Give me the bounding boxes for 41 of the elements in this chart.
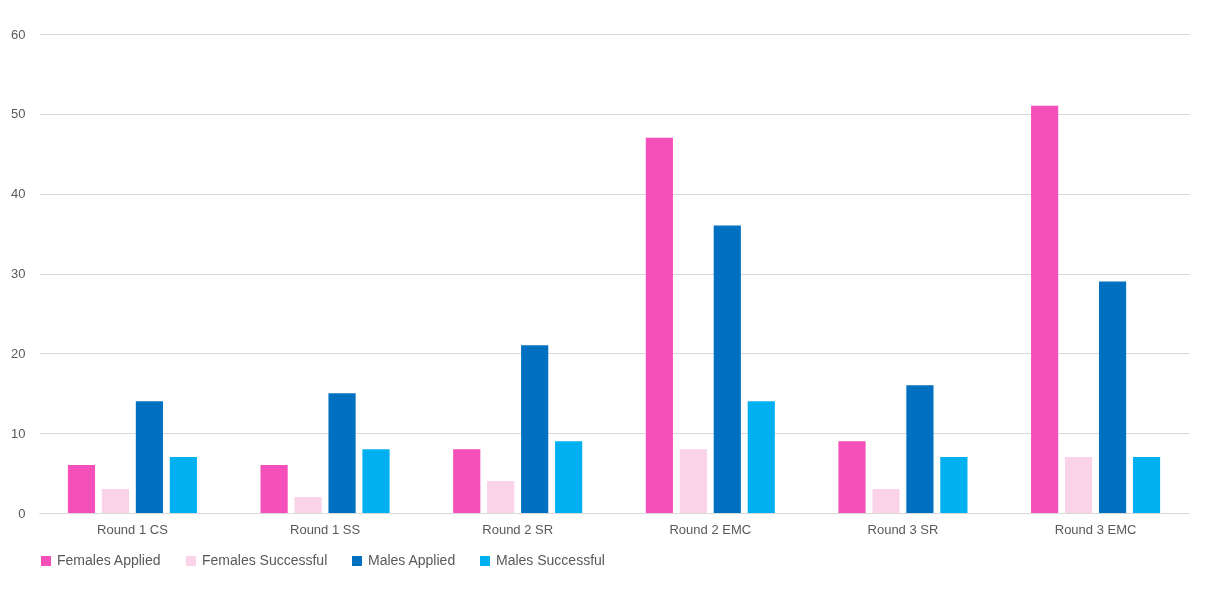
x-tick-label: Round 2 EMC [669,521,752,537]
y-tick-label: 0 [18,505,26,521]
x-tick-label: Round 3 EMC [1054,521,1137,537]
bar [362,449,390,513]
y-tick-label: 30 [11,266,26,281]
x-tick-label: Round 1 SS [290,521,361,537]
legend-label: Females Successful [202,552,328,568]
x-tick-label: Round 1 CS [97,521,169,537]
y-tick-label: 20 [11,345,26,361]
bar [1065,457,1093,513]
x-tick-label: Round 2 SR [482,521,554,537]
y-tick-label: 10 [11,425,26,441]
bar [1031,105,1059,513]
bar [101,489,130,513]
legend-label: Males Successful [496,552,605,568]
bar [453,449,481,513]
bar [679,449,707,513]
bar [1098,281,1127,513]
bar [555,441,583,513]
x-tick-label: Round 3 SR [867,521,939,537]
bar [713,225,741,513]
legend-label: Females Applied [57,552,161,568]
legend-label: Males Applied [368,552,456,568]
bar [838,441,866,513]
bar [747,401,775,513]
bar [521,345,549,513]
y-tick-label: 60 [11,26,26,42]
bar [169,457,197,513]
y-tick-label: 50 [11,106,26,122]
bar [294,497,322,513]
bar [645,137,673,513]
y-tick-label: 40 [11,186,26,202]
bar [260,465,288,513]
bar [328,393,356,513]
bar [940,457,968,513]
bar [487,481,515,513]
bar [67,465,96,513]
bar [872,489,900,513]
bar [135,401,163,513]
bar [906,385,934,513]
bar [1132,457,1161,513]
